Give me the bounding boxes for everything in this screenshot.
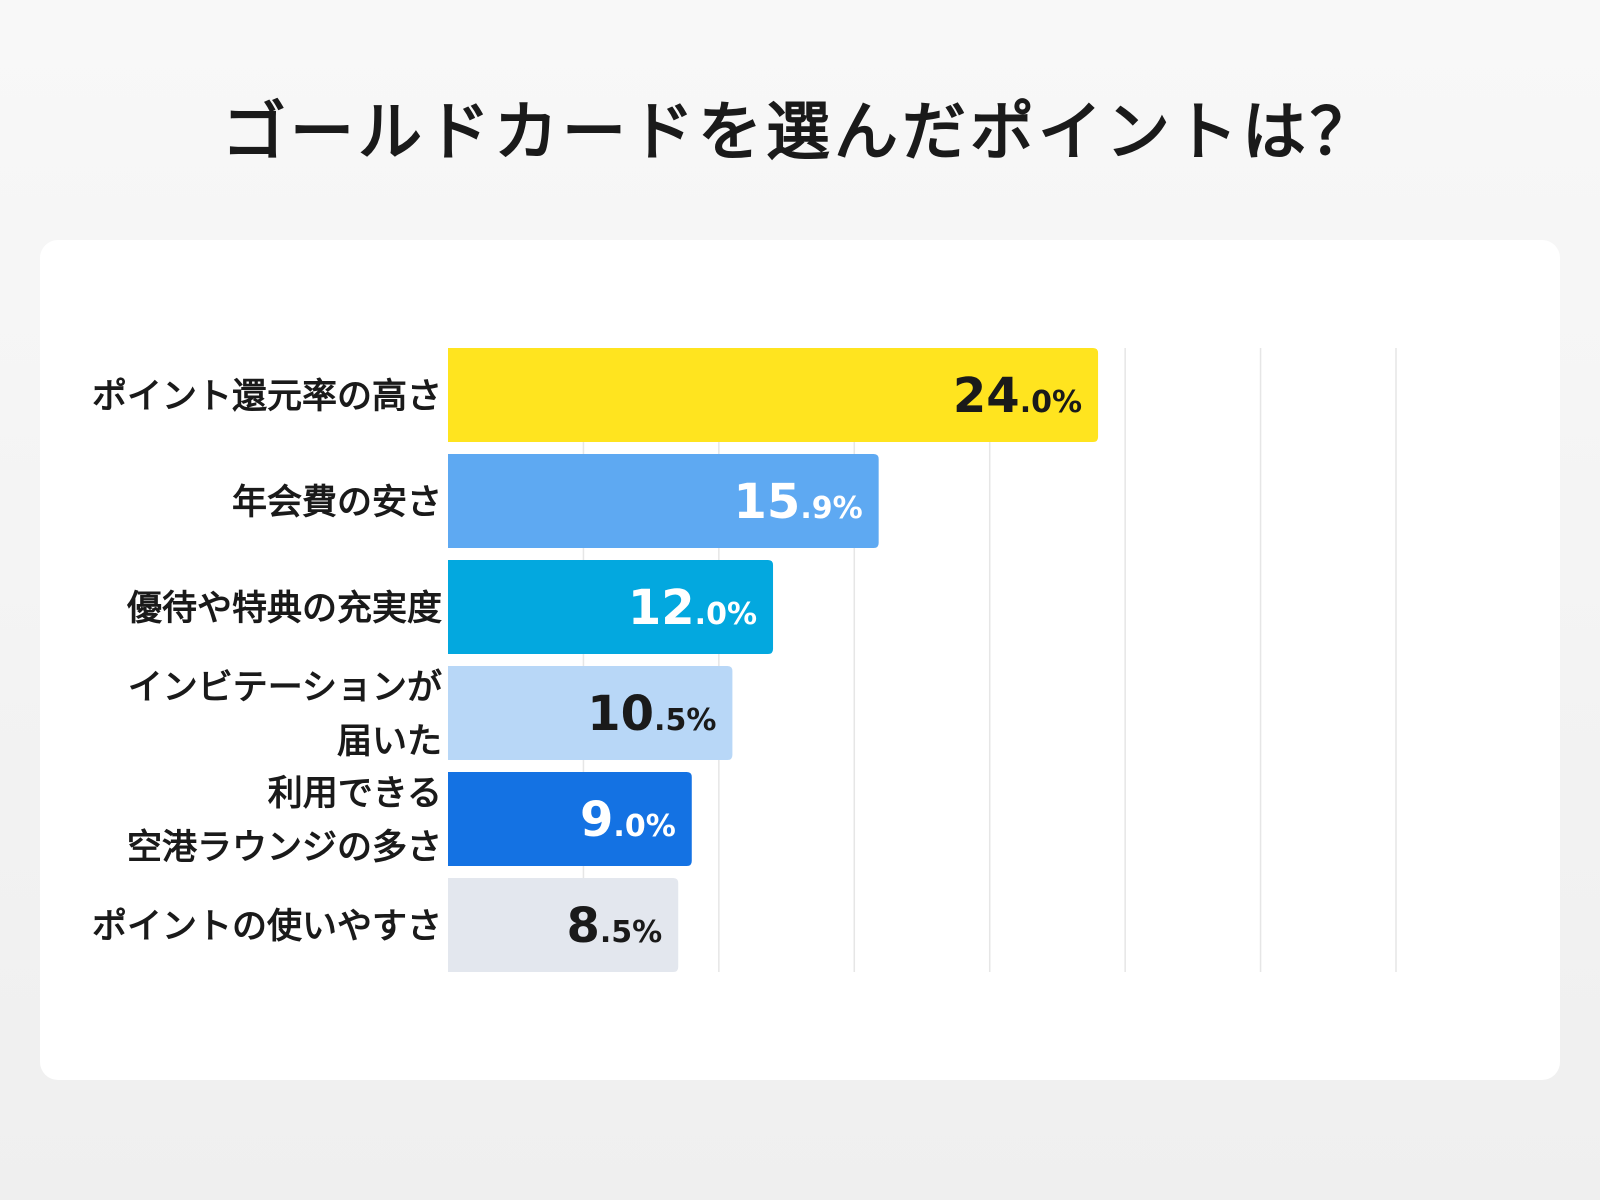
bar xyxy=(448,560,774,654)
bar xyxy=(448,666,733,760)
value-label-decimal: .0% xyxy=(695,597,757,632)
category-label: ポイント還元率の高さ xyxy=(92,376,442,417)
category-label: 届いた xyxy=(337,722,442,762)
bar xyxy=(448,454,879,548)
bar xyxy=(448,772,692,866)
category-label: 利用できる xyxy=(268,774,442,814)
value-label-integer: 12 xyxy=(628,580,695,636)
value-label-integer: 9 xyxy=(580,792,613,848)
value-label-decimal: .0% xyxy=(613,809,675,844)
value-label: 15.9% xyxy=(734,474,863,530)
value-label: 9.0% xyxy=(580,792,676,848)
bar-chart: 24.0%15.9%12.0%10.5%9.0%8.5% ポイント還元率の高さ年… xyxy=(92,348,1397,972)
grid-lines xyxy=(582,348,1397,972)
value-label: 10.5% xyxy=(587,686,716,742)
chart-card: 24.0% 15.9% 12.0% 10.5% 9.0% 8.5% ポイント還元率の高さ年… xyxy=(40,240,1560,1080)
bars: 24.0%15.9%12.0%10.5%9.0%8.5% xyxy=(448,348,1099,972)
bar xyxy=(448,348,1099,442)
value-label-decimal: .5% xyxy=(654,703,716,738)
bar xyxy=(448,878,679,972)
value-label-integer: 8 xyxy=(566,898,599,954)
value-label: 12.0% xyxy=(628,580,757,636)
value-label-decimal: .9% xyxy=(800,491,862,526)
value-label: 24.0% xyxy=(953,368,1082,424)
category-label: ポイントの使いやすさ xyxy=(92,906,442,947)
category-label: インビテーションが xyxy=(128,668,442,708)
value-label-integer: 24 xyxy=(953,368,1020,424)
value-label-decimal: .5% xyxy=(600,915,662,950)
value-label-decimal: .0% xyxy=(1020,385,1082,420)
value-label-integer: 10 xyxy=(587,686,654,742)
category-labels: ポイント還元率の高さ年会費の安さ優待や特典の充実度インビテーションが届いた利用で… xyxy=(92,376,442,947)
category-label: 空港ラウンジの多さ xyxy=(127,828,442,868)
value-label: 8.5% xyxy=(566,898,662,954)
chart-title: ゴールドカードを選んだポイントは？ xyxy=(222,96,1378,170)
category-label: 優待や特典の充実度 xyxy=(126,589,442,629)
value-label-integer: 15 xyxy=(734,474,801,530)
category-label: 年会費の安さ xyxy=(232,483,442,523)
